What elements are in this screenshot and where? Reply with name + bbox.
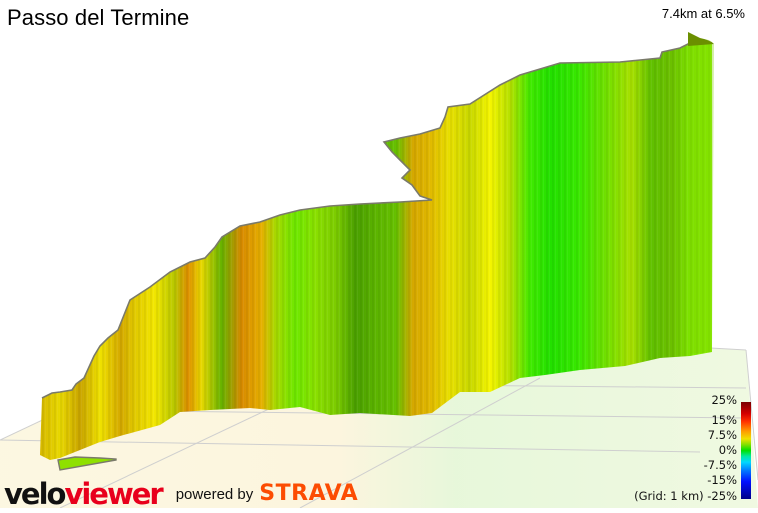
gradient-color-scale: [741, 402, 751, 499]
profile-wall: [40, 32, 714, 471]
gradient-legend: 25% 15% 7.5% 0% -7.5% -15% (Grid: 1 km) …: [595, 393, 755, 503]
legend-label-25: 25%: [711, 393, 737, 407]
chart-title: Passo del Termine: [7, 5, 190, 30]
legend-label-grid-neg-25: (Grid: 1 km) -25%: [634, 489, 737, 503]
powered-by-text: powered by: [175, 486, 254, 503]
legend-label-7-5: 7.5%: [707, 428, 737, 442]
branding-footer: veloviewer powered by STRAVA: [4, 477, 359, 511]
legend-label-15: 15%: [711, 413, 737, 427]
strava-logo[interactable]: STRAVA: [259, 481, 359, 506]
climb-summary: 7.4km at 6.5%: [661, 6, 745, 21]
legend-label-0: 0%: [718, 443, 737, 457]
veloviewer-logo[interactable]: veloviewer: [4, 477, 164, 511]
legend-label-neg-15: -15%: [707, 473, 737, 487]
legend-label-neg-7-5: -7.5%: [703, 458, 737, 472]
